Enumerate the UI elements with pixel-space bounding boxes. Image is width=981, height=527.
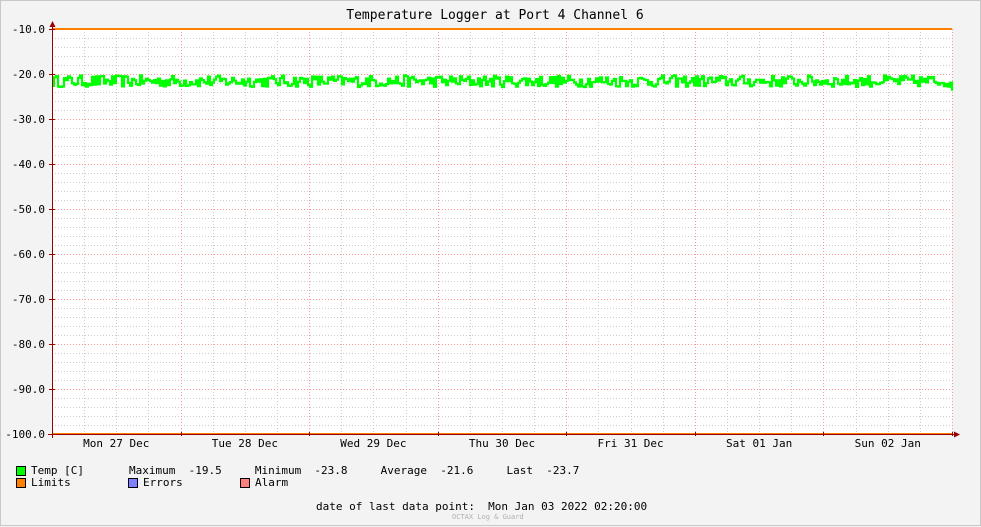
y-tick-label: -30.0 bbox=[12, 113, 45, 126]
y-tick-label: -60.0 bbox=[12, 248, 45, 261]
errors-swatch bbox=[128, 478, 138, 488]
x-axis-arrow bbox=[954, 431, 960, 438]
y-tick-label: -80.0 bbox=[12, 338, 45, 351]
alarm-swatch bbox=[240, 478, 250, 488]
y-tick-label: -70.0 bbox=[12, 293, 45, 306]
y-tick-label: -90.0 bbox=[12, 383, 45, 396]
chart-title: Temperature Logger at Port 4 Channel 6 bbox=[346, 8, 643, 23]
y-tick-label: -100.0 bbox=[5, 428, 45, 441]
x-tick-label: Sun 02 Jan bbox=[855, 437, 921, 450]
last-data-point: date of last data point: Mon Jan 03 2022… bbox=[316, 500, 648, 513]
watermark: OCTAX Log & Guard bbox=[452, 513, 524, 521]
x-tick-label: Tue 28 Dec bbox=[212, 437, 278, 450]
legend-temp-label: Temp [C] bbox=[31, 464, 84, 477]
temp-swatch bbox=[16, 466, 26, 476]
temp-series-line bbox=[52, 74, 954, 91]
y-tick-label: -20.0 bbox=[12, 68, 45, 81]
legend-stats: Maximum -19.5 Minimum -23.8 Average -21.… bbox=[129, 464, 580, 477]
x-tick-label: Mon 27 Dec bbox=[83, 437, 149, 450]
legend-errors-label: Errors bbox=[143, 476, 183, 489]
limits-swatch bbox=[16, 478, 26, 488]
y-tick-label: -50.0 bbox=[12, 203, 45, 216]
x-tick-label: Sat 01 Jan bbox=[726, 437, 792, 450]
legend-limits-label: Limits bbox=[31, 476, 71, 489]
y-tick-label: -40.0 bbox=[12, 158, 45, 171]
y-tick-label: -10.0 bbox=[12, 23, 45, 36]
x-tick-label: Thu 30 Dec bbox=[469, 437, 535, 450]
legend-alarm-label: Alarm bbox=[255, 476, 289, 489]
x-tick-label: Wed 29 Dec bbox=[340, 437, 406, 450]
x-tick-label: Fri 31 Dec bbox=[597, 437, 663, 450]
plot-area bbox=[52, 29, 952, 434]
y-axis-arrow bbox=[49, 21, 56, 27]
